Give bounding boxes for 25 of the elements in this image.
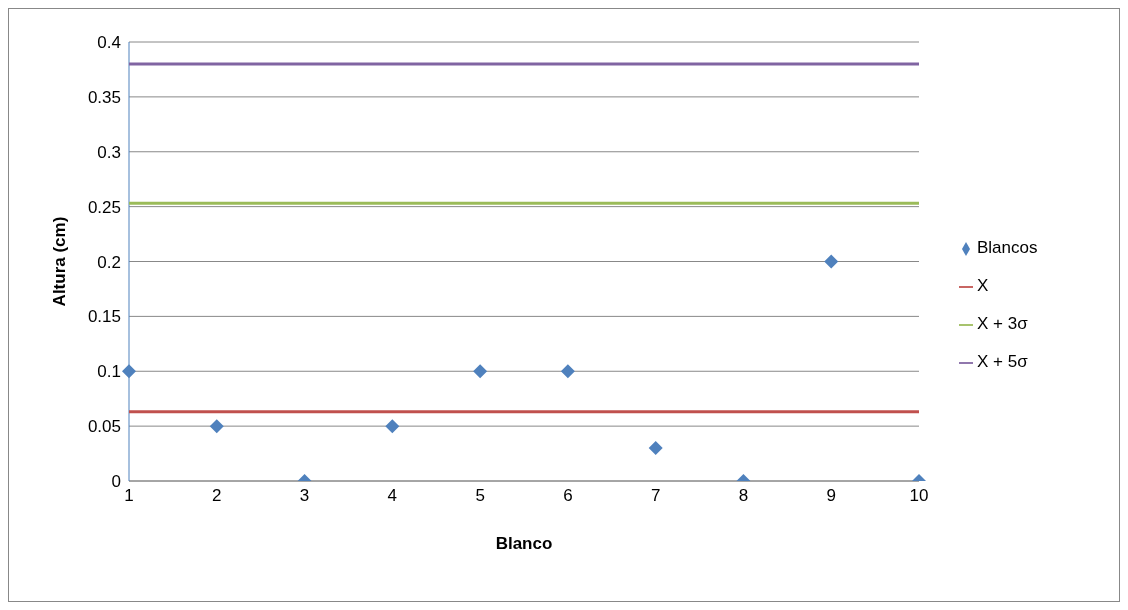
x-tick-label: 7	[650, 486, 661, 506]
x-tick-label: 4	[387, 486, 398, 506]
legend-label: X + 5σ	[977, 352, 1028, 371]
y-axis-title: Altura (cm)	[50, 216, 70, 307]
legend-label: Blancos	[977, 238, 1038, 257]
y-tick-label: 0.2	[97, 252, 121, 272]
y-tick-label: 0	[111, 472, 121, 492]
y-tick-label: 0.35	[87, 87, 121, 107]
x-tick-label: 3	[299, 486, 310, 506]
y-tick-label: 0.3	[97, 142, 121, 162]
y-tick-label: 0.1	[97, 362, 121, 382]
x-tick-label: 1	[124, 486, 134, 506]
x-tick-label: 10	[909, 486, 929, 506]
x-tick-label: 6	[563, 486, 573, 506]
y-tick-label: 0.4	[97, 33, 121, 53]
x-tick-label: 9	[826, 486, 836, 506]
x-tick-label: 5	[475, 486, 485, 506]
legend-label: X + 3σ	[977, 314, 1028, 333]
x-tick-label: 8	[738, 486, 749, 506]
y-tick-label: 0.25	[87, 197, 121, 217]
x-tick-label: 2	[212, 486, 222, 506]
legend-label: X	[977, 276, 989, 295]
y-tick-label: 0.15	[87, 307, 121, 327]
x-axis-title: Blanco	[495, 534, 553, 553]
y-tick-label: 0.05	[87, 417, 121, 437]
